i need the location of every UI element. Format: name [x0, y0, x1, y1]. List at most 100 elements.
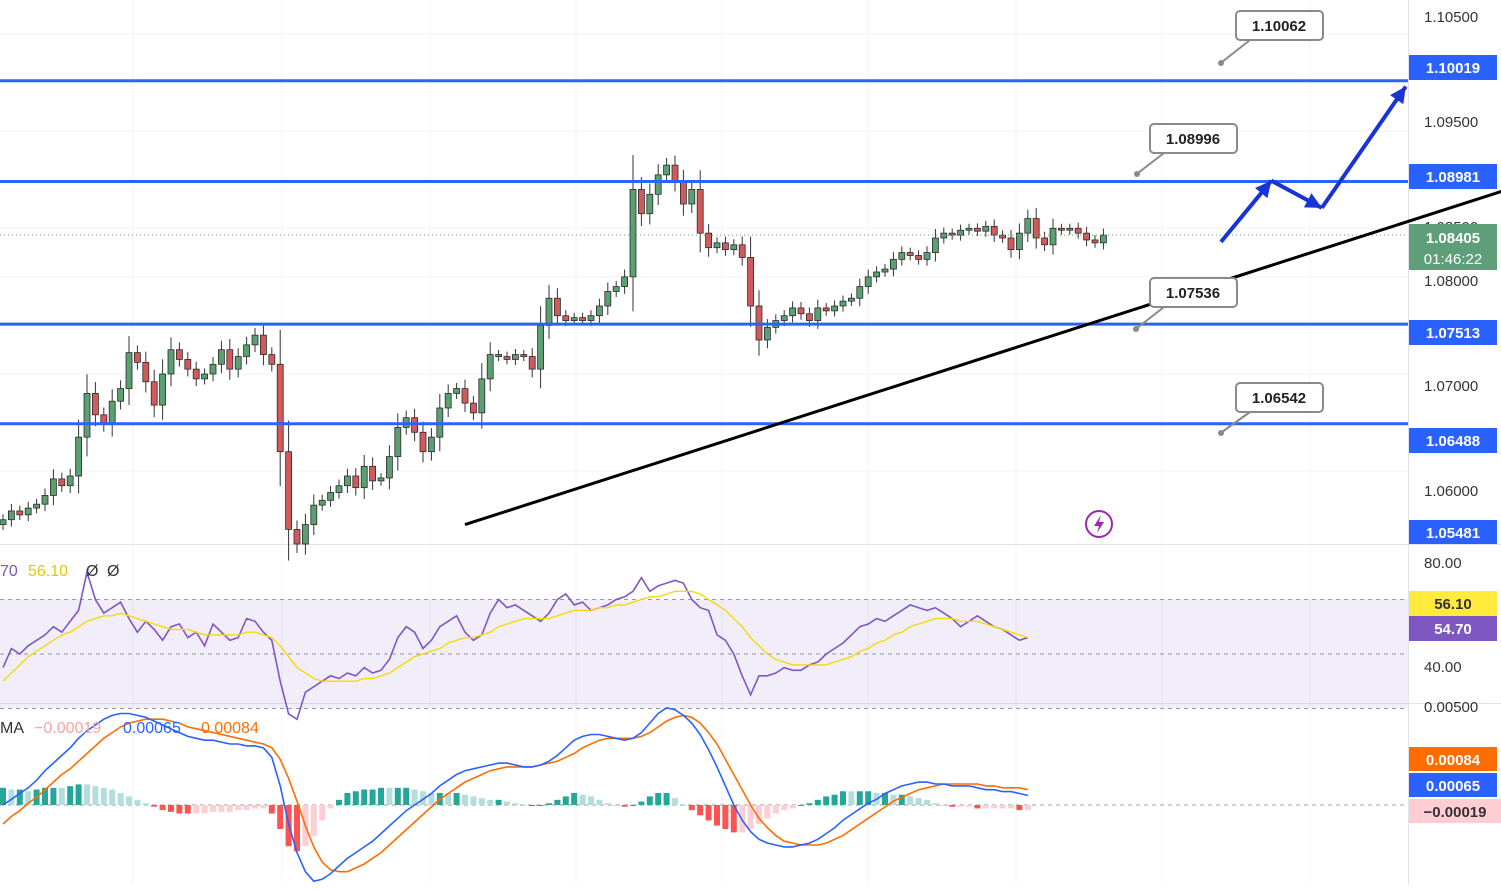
macd-histogram-bar	[756, 804, 762, 824]
candle-body	[503, 356, 511, 360]
candle-body	[0, 519, 7, 525]
macd-histogram-bar	[92, 786, 99, 805]
rsi-ma-badge-label: 56.10	[1434, 596, 1472, 613]
macd-histogram-bar	[445, 792, 452, 805]
macd-histogram-bar	[865, 791, 872, 805]
macd-histogram-bar	[42, 787, 48, 805]
macd-histogram-bar	[924, 799, 930, 805]
candle-body	[520, 354, 528, 357]
candle-body	[822, 307, 830, 312]
candle-body	[209, 363, 217, 375]
callout[interactable]: 1.07536	[1133, 277, 1238, 332]
macd-histogram-bar	[747, 804, 754, 829]
macd-tick: 0.00500	[1424, 699, 1478, 716]
macd-histogram-bar	[277, 804, 284, 829]
callout[interactable]: 1.06542	[1218, 382, 1324, 436]
macd-histogram-bar	[882, 792, 888, 805]
candle-body	[268, 354, 276, 365]
candle-body	[940, 232, 948, 239]
candle-body	[906, 252, 914, 256]
macd-histogram-bar	[428, 792, 435, 805]
drawings-layer	[464, 85, 1501, 526]
macd-histogram-bar	[411, 789, 418, 805]
candle-body	[243, 344, 251, 357]
candle-body	[83, 393, 91, 438]
macd-histogram-bar	[714, 804, 720, 826]
rsi-length: 70	[0, 563, 18, 580]
candle-body	[814, 307, 822, 321]
candle-body	[133, 352, 141, 363]
macd-histogram-bar	[117, 792, 124, 805]
macd-histogram-bar	[159, 804, 166, 811]
candle-body	[33, 503, 40, 509]
candle-body	[150, 381, 158, 406]
macd-histogram-bar	[520, 804, 527, 806]
level-badge-label: 1.10019	[1426, 60, 1480, 77]
macd-histogram-bar	[470, 796, 477, 805]
candle-body	[898, 252, 906, 260]
macd-histogram-bar	[940, 804, 947, 806]
macd-histogram-bar	[462, 794, 468, 805]
callout[interactable]: 1.08996	[1134, 123, 1238, 177]
rsi-ma-badge	[1409, 591, 1497, 616]
candle-body	[890, 258, 897, 270]
macd-histogram-bar	[957, 804, 964, 807]
level-badge-label: 1.06488	[1426, 433, 1480, 450]
candle-body	[974, 227, 981, 232]
candle-body	[66, 475, 74, 487]
candle-body	[1091, 239, 1099, 244]
level-badge	[1409, 55, 1497, 80]
candle-body	[688, 189, 696, 205]
candle-body	[638, 189, 645, 215]
rsi-flag-1: Ø	[86, 563, 98, 580]
macd-histogram-bar	[504, 801, 510, 805]
macd-histogram-bar	[697, 804, 704, 816]
price-tick: 1.10500	[1424, 9, 1478, 26]
candle-body	[730, 244, 738, 251]
macd-histogram-bar	[142, 803, 149, 805]
candle-body	[444, 393, 452, 409]
level-badge	[1409, 520, 1497, 544]
projection-arrowhead	[1255, 180, 1272, 199]
macd-histogram-bar	[252, 804, 258, 809]
lightning-bolt-icon[interactable]	[1085, 510, 1113, 538]
macd-histogram-bar	[378, 787, 384, 805]
callout[interactable]: 1.10062	[1218, 10, 1324, 66]
candle-body	[461, 388, 469, 404]
candle-body	[318, 499, 326, 506]
macd-histogram-bar	[8, 789, 15, 805]
macd-histogram-bar	[201, 804, 208, 814]
candle-body	[117, 388, 124, 402]
macd-hist-badge	[1409, 799, 1501, 823]
candle-body	[159, 373, 167, 406]
candle-body	[1041, 237, 1048, 246]
macd-histogram-bar	[226, 804, 233, 812]
candle-body	[327, 492, 335, 501]
candle-body	[570, 317, 578, 321]
candle-body	[839, 300, 847, 307]
macd-histogram-bar	[772, 804, 779, 814]
macd-histogram-bar	[495, 799, 502, 805]
candle-body	[310, 504, 318, 525]
candle-body	[360, 465, 368, 489]
level-badge	[1409, 428, 1497, 453]
candle-body	[394, 427, 402, 457]
macd-histogram-bar	[604, 803, 611, 805]
candle-body	[797, 307, 805, 315]
candle-body	[596, 305, 603, 317]
callout-label: 1.08996	[1166, 131, 1220, 148]
macd-layer	[0, 706, 1408, 883]
macd-histogram-bar	[680, 804, 687, 806]
last-price-badge	[1409, 224, 1497, 270]
macd-histogram-bar	[554, 799, 561, 805]
macd-histogram-bar	[109, 789, 116, 805]
macd-histogram-bar	[915, 798, 922, 805]
countdown-label: 01:46:22	[1424, 251, 1482, 268]
rsi-badge	[1409, 616, 1497, 641]
candle-body	[478, 378, 486, 414]
macd-histogram-bar	[974, 804, 981, 809]
macd-histogram-bar	[798, 804, 804, 806]
macd-signal-line	[2, 714, 1028, 873]
